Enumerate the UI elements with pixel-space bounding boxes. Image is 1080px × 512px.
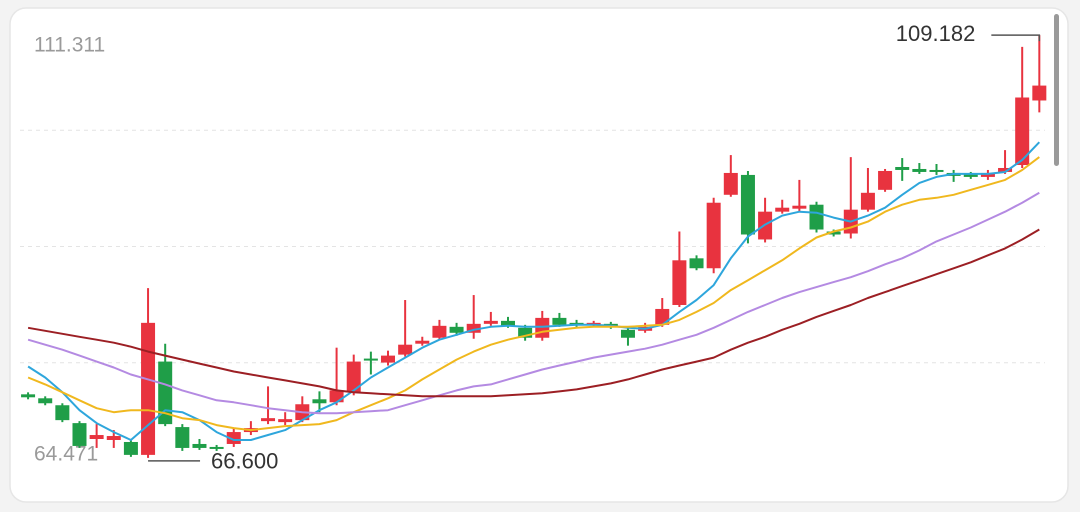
annotation-label: 109.182 [896,21,976,46]
candle-body [226,432,241,444]
candle-body [278,419,293,423]
candle-body [346,361,361,393]
candle-body [449,326,464,333]
candle-body [980,172,995,177]
annotation-leader [991,34,1041,42]
candle-body [38,398,53,404]
candle-body [740,174,755,235]
candle-body [158,361,173,425]
candle-body [89,435,104,440]
candle-body [620,329,635,338]
candle-body [500,320,515,326]
candle-body [809,204,824,230]
candle-body [878,170,893,190]
candle-body [535,317,550,338]
candle-body [329,390,344,403]
candle-body [55,405,70,421]
candle-body [912,168,927,172]
candle-body [381,355,396,363]
candle-body [998,167,1013,172]
candle-body [929,169,944,172]
candle-body [706,202,721,269]
candle-body [963,173,978,177]
candle-body [518,327,533,338]
scrollbar[interactable] [1054,14,1059,166]
candle-body [689,258,704,269]
candle-body [175,427,190,448]
candle-body [21,394,36,398]
candle-body [192,443,207,448]
candle-body [72,423,87,446]
candle-body [552,317,567,325]
candle-body [209,446,224,449]
candle-body [106,436,121,440]
candle-body [655,308,670,325]
candle-body [483,320,498,324]
ma-line [27,228,1040,398]
ma-line [27,156,1040,432]
candle-body [860,192,875,210]
candle-body [312,399,327,404]
candle-body [123,441,138,455]
y-tick-label: 64.471 [34,443,98,466]
candle-body [672,260,687,305]
candle-body [1032,85,1047,101]
candle-body [141,322,156,455]
candle-body [261,418,276,422]
candle-body [826,231,841,235]
candle-body [466,323,481,333]
candle-body [363,358,378,361]
candle-body [1015,97,1030,166]
y-tick-label: 111.311 [34,34,105,57]
candle-body [723,172,738,195]
candle-body [432,325,447,338]
ma-line [27,191,1040,415]
candle-body [792,205,807,209]
candle-body [775,207,790,212]
annotation-label: 66.600 [211,449,278,474]
candle-body [398,344,413,355]
candle-body [895,166,910,170]
candle-body [415,340,430,344]
